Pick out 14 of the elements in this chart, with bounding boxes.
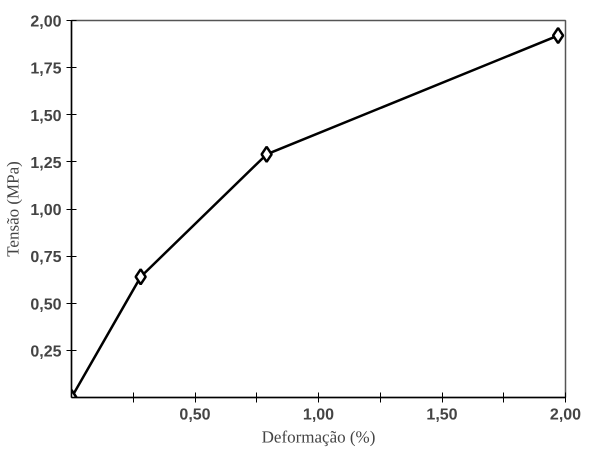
y-tick-label: 0,50 bbox=[30, 296, 62, 314]
x-axis-title: Deformação (%) bbox=[262, 428, 376, 446]
x-tick-label: 0,50 bbox=[179, 406, 211, 424]
y-tick-label: 0,75 bbox=[30, 249, 62, 266]
y-tick-label: 1,25 bbox=[30, 154, 62, 172]
y-tick-label: 1,75 bbox=[30, 60, 62, 78]
y-axis-title: Tensão (MPa) bbox=[3, 161, 22, 257]
y-tick-label: 1,50 bbox=[30, 108, 62, 125]
y-tick-label: 2,00 bbox=[30, 14, 62, 30]
x-tick-label: 2,00 bbox=[550, 406, 582, 424]
x-tick-label: 1,00 bbox=[302, 406, 334, 424]
x-tick-label: 1,50 bbox=[426, 406, 458, 424]
y-tick-label: 1,00 bbox=[30, 202, 62, 219]
y-tick-label: 0,25 bbox=[30, 343, 62, 360]
